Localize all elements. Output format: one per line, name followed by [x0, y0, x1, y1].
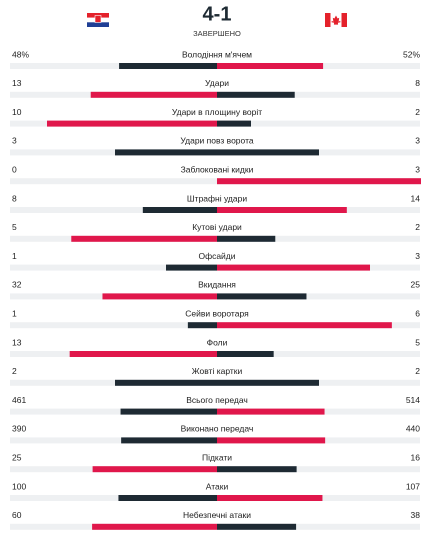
away-value: 38	[411, 510, 421, 520]
home-bar	[71, 235, 218, 242]
away-bar	[217, 495, 323, 501]
home-value: 5	[12, 222, 17, 232]
away-bar	[217, 235, 276, 242]
home-value: 8	[12, 193, 17, 203]
home-value: 100	[12, 481, 26, 491]
stat-label: Всього передач	[186, 395, 248, 405]
home-bar	[92, 523, 217, 530]
home-bar	[166, 264, 217, 271]
away-bar	[217, 63, 324, 69]
home-bar	[119, 63, 217, 69]
home-value: 390	[12, 424, 26, 434]
home-value: 32	[12, 280, 22, 290]
stat-label: Заблоковані кидки	[181, 164, 254, 174]
home-bar	[115, 379, 217, 386]
away-value: 5	[415, 337, 420, 347]
home-value: 0	[12, 164, 17, 174]
home-value: 13	[12, 337, 22, 347]
away-bar	[217, 351, 274, 357]
away-bar	[217, 293, 307, 300]
away-bar	[217, 120, 251, 127]
away-flag	[325, 13, 347, 27]
stat-label: Жовті картки	[192, 366, 243, 376]
home-value: 25	[12, 452, 22, 462]
away-value: 2	[415, 222, 420, 232]
stat-label: Офсайди	[198, 251, 235, 261]
stat-label: Підкати	[202, 452, 232, 462]
away-bar	[217, 523, 297, 530]
stat-label: Удари в площину воріт	[172, 107, 262, 117]
home-bar	[187, 322, 217, 329]
away-value: 52%	[403, 49, 420, 59]
away-bar	[217, 437, 326, 444]
home-value: 1	[12, 251, 17, 261]
home-value: 48%	[12, 49, 29, 59]
stat-label: Кутові удари	[192, 222, 242, 232]
away-bar	[217, 178, 421, 185]
away-value: 16	[411, 452, 421, 462]
stat-label: Виконано передач	[181, 424, 254, 434]
stat-label: Атаки	[206, 481, 229, 491]
away-value: 514	[406, 395, 420, 405]
home-bar	[118, 495, 217, 501]
away-value: 14	[411, 193, 421, 203]
away-value: 3	[415, 251, 420, 261]
home-value: 3	[12, 136, 17, 146]
away-bar	[217, 322, 392, 329]
away-bar	[217, 379, 319, 386]
score: 4-1	[203, 3, 232, 25]
away-bar	[217, 264, 370, 271]
stat-label: Небезпечні атаки	[183, 510, 251, 520]
home-bar	[142, 207, 217, 213]
away-value: 3	[415, 136, 420, 146]
home-bar	[92, 466, 217, 473]
home-bar	[121, 437, 217, 444]
stat-label: Володіння м'ячем	[182, 49, 252, 59]
away-bar	[217, 466, 297, 473]
bar-track	[10, 178, 420, 185]
away-value: 440	[406, 424, 420, 434]
away-value: 3	[415, 164, 420, 174]
away-bar	[217, 149, 319, 156]
stat-label: Штрафні удари	[187, 193, 247, 203]
stat-label: Вкидання	[198, 280, 236, 290]
home-bar	[115, 149, 217, 156]
home-value: 1	[12, 308, 17, 318]
home-bar	[47, 120, 217, 127]
home-bar	[69, 351, 218, 357]
away-value: 2	[415, 107, 420, 117]
home-value: 461	[12, 395, 26, 405]
away-value: 25	[411, 280, 421, 290]
home-bar	[90, 91, 217, 98]
stat-label: Удари повз ворота	[180, 136, 253, 146]
away-value: 6	[415, 308, 420, 318]
home-value: 13	[12, 78, 22, 88]
match-status: ЗАВЕРШЕНО	[193, 29, 241, 38]
home-bar	[102, 293, 217, 300]
away-value: 8	[415, 78, 420, 88]
away-bar	[217, 408, 325, 415]
away-value: 107	[406, 481, 420, 491]
stat-label: Фоли	[207, 337, 228, 347]
stat-label: Сейви воротаря	[185, 308, 249, 318]
away-bar	[217, 207, 347, 213]
stat-label: Удари	[205, 78, 229, 88]
home-bar	[120, 408, 217, 415]
away-bar	[217, 91, 295, 98]
home-value: 10	[12, 107, 22, 117]
home-flag	[87, 13, 109, 27]
home-value: 2	[12, 366, 17, 376]
home-value: 60	[12, 510, 22, 520]
away-value: 2	[415, 366, 420, 376]
